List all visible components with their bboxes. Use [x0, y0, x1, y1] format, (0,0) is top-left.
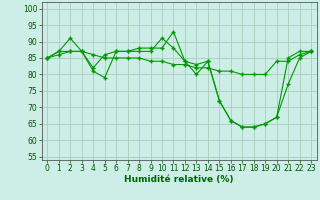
X-axis label: Humidité relative (%): Humidité relative (%) [124, 175, 234, 184]
